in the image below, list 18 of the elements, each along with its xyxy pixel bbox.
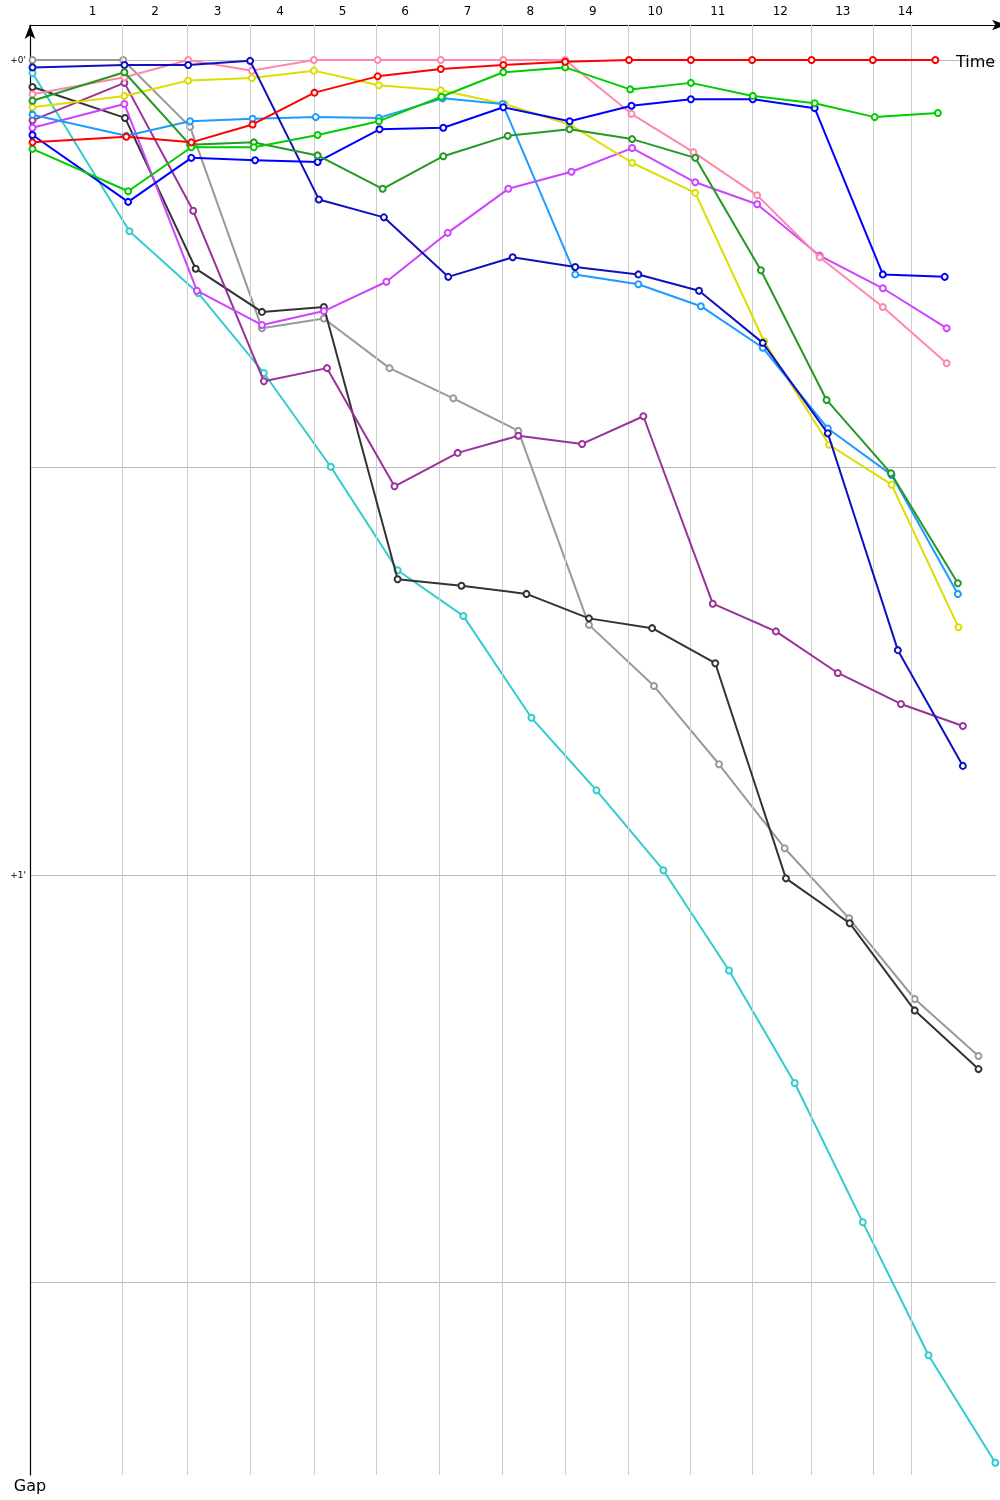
y-tick-label: +1' bbox=[10, 870, 26, 881]
x-tick-label: 3 bbox=[213, 4, 222, 18]
x-tick-label: 9 bbox=[588, 4, 597, 18]
x-tick-label: 14 bbox=[897, 4, 913, 18]
y-axis-title: Gap bbox=[13, 1475, 47, 1495]
x-axis-title: Time bbox=[955, 51, 996, 71]
x-tick-label: 6 bbox=[401, 4, 409, 18]
x-tick-label: 5 bbox=[338, 4, 347, 18]
y-tick-label: +0' bbox=[10, 55, 26, 66]
x-tick-label: 12 bbox=[772, 4, 788, 18]
x-tick-label: 2 bbox=[151, 4, 159, 18]
x-tick-label: 11 bbox=[710, 4, 726, 18]
x-tick-label: 7 bbox=[463, 4, 472, 18]
x-tick-label: 13 bbox=[835, 4, 851, 18]
x-tick-label: 1 bbox=[88, 4, 97, 18]
x-tick-label: 4 bbox=[276, 4, 284, 18]
x-tick-label: 10 bbox=[647, 4, 663, 18]
x-tick-label: 8 bbox=[526, 4, 535, 18]
